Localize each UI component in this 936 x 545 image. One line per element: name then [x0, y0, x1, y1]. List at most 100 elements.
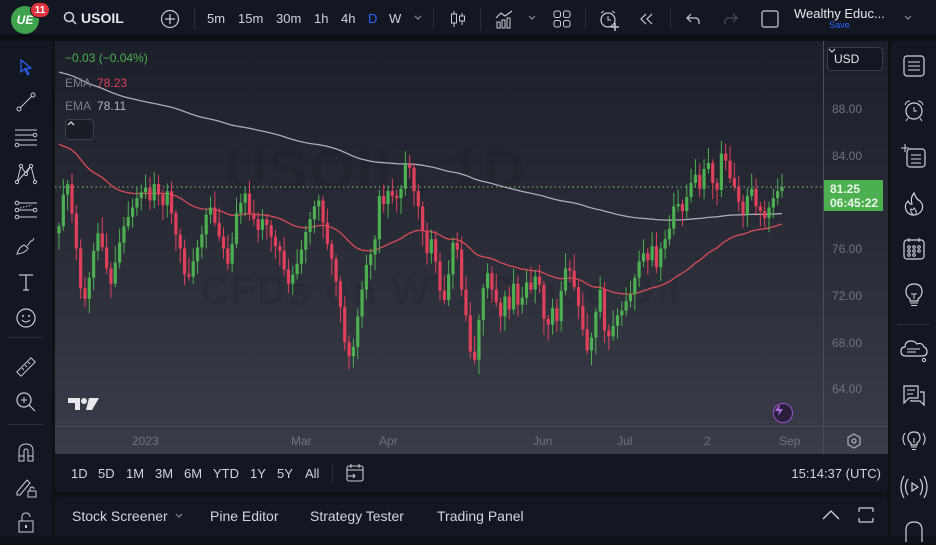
- ema-legend-slow[interactable]: EMA 78.11: [65, 99, 126, 113]
- timeframe-dropdown[interactable]: [413, 14, 423, 22]
- unlock-icon: [18, 512, 34, 533]
- current-price: 81.25: [830, 182, 861, 196]
- divider: [585, 8, 586, 30]
- data-window-button[interactable]: [899, 141, 929, 171]
- xabcd-pattern-icon: [14, 163, 38, 185]
- price-label: 76.00: [832, 242, 863, 256]
- horizontal-lines-tool[interactable]: [12, 124, 40, 152]
- time-axis[interactable]: 2023 Mar Apr Jun Jul 2 Sep: [55, 426, 888, 454]
- lightning-alert-button[interactable]: [773, 403, 793, 423]
- indicators-button[interactable]: [494, 8, 516, 30]
- range-1d[interactable]: 1D: [71, 466, 88, 481]
- magnet-tool[interactable]: [12, 438, 40, 466]
- replay-button[interactable]: [638, 10, 656, 28]
- icons-tool[interactable]: [12, 304, 40, 332]
- redo-button[interactable]: [722, 10, 740, 28]
- redo-icon: [724, 13, 738, 24]
- zoom-in-tool[interactable]: [12, 388, 40, 416]
- lock-drawings-tool[interactable]: [12, 473, 40, 501]
- smiley-icon: [16, 308, 36, 328]
- range-3m[interactable]: 3M: [155, 466, 174, 481]
- tips-button[interactable]: [899, 427, 929, 457]
- watermark-symbol: USOIL, 1D: [225, 138, 527, 203]
- hotlists-button[interactable]: [899, 189, 929, 219]
- date-range-bar: 1D 5D 1M 3M 6M YTD 1Y 5Y All 15:14:37 (U…: [55, 454, 888, 492]
- brush-tool[interactable]: [12, 232, 40, 260]
- axis-corner-divider: [823, 427, 824, 454]
- timeframe-w[interactable]: W: [389, 11, 402, 26]
- range-5d[interactable]: 5D: [98, 466, 115, 481]
- timeframe-d[interactable]: D: [368, 11, 378, 26]
- indicators-dropdown[interactable]: [527, 14, 537, 22]
- magnet-icon: [18, 443, 34, 462]
- tab-stock-screener[interactable]: Stock Screener: [72, 508, 184, 524]
- range-1y[interactable]: 1Y: [250, 466, 266, 481]
- utc-clock[interactable]: 15:14:37 (UTC): [791, 466, 881, 481]
- horizontal-lines-icon: [14, 129, 38, 148]
- workspace-name[interactable]: Wealthy Educ... Save: [794, 6, 885, 30]
- chevron-down-icon: [414, 15, 422, 20]
- timeframe-30m[interactable]: 30m: [276, 11, 302, 26]
- bottom-panel-tabs: Stock Screener Pine Editor Strategy Test…: [55, 497, 888, 536]
- timeframe-5m[interactable]: 5m: [207, 11, 226, 26]
- text-tool[interactable]: [12, 268, 40, 296]
- ideas-button[interactable]: [899, 280, 929, 310]
- collapse-legend-button[interactable]: [65, 119, 94, 140]
- range-all[interactable]: All: [305, 466, 320, 481]
- maximize-panel-button[interactable]: [857, 506, 875, 529]
- tab-trading-panel[interactable]: Trading Panel: [437, 508, 524, 524]
- currency-selector[interactable]: USD: [827, 47, 883, 71]
- symbol-search[interactable]: USOIL: [63, 10, 124, 26]
- ema-label: EMA: [65, 99, 92, 113]
- watchlist-button[interactable]: [899, 51, 929, 81]
- measure-tool[interactable]: [12, 353, 40, 381]
- search-icon: [63, 11, 77, 25]
- ema-label: EMA: [65, 76, 92, 90]
- trend-line-tool[interactable]: [12, 88, 40, 116]
- timeframe-1h[interactable]: 1h: [314, 11, 329, 26]
- range-1m[interactable]: 1M: [126, 466, 145, 481]
- messages-button[interactable]: [899, 381, 929, 411]
- price-axis[interactable]: 88.00 84.00 76.00 72.00 68.00 64.00: [823, 41, 888, 426]
- candles-icon: [451, 11, 465, 27]
- compare-add-symbol-button[interactable]: [160, 9, 180, 29]
- time-label: 2: [704, 434, 711, 448]
- pencil-lock-icon: [16, 479, 37, 498]
- timeframe-15m[interactable]: 15m: [238, 11, 264, 26]
- lightning-icon: [775, 404, 783, 416]
- ruler-icon: [16, 357, 36, 377]
- chats-button[interactable]: [899, 336, 929, 366]
- tab-strategy-tester[interactable]: Strategy Tester: [310, 508, 404, 524]
- ema-legend-fast[interactable]: EMA 78.23: [65, 76, 127, 90]
- current-price-tag: 81.25 06:45:22: [824, 180, 883, 211]
- calendar-button[interactable]: [899, 234, 929, 264]
- layout-button[interactable]: [552, 9, 572, 29]
- cursor-tool[interactable]: [12, 53, 40, 81]
- pattern-tool[interactable]: [12, 160, 40, 188]
- chart-pane[interactable]: USOIL, 1D CFDs on WTI Crude Oil −0.03 (−…: [55, 41, 888, 454]
- candlestick-chart[interactable]: [55, 41, 823, 426]
- forecasting-tool[interactable]: [12, 196, 40, 224]
- alerts-button[interactable]: [899, 95, 929, 125]
- fullscreen-layout-button[interactable]: [760, 9, 780, 29]
- range-5y[interactable]: 5Y: [277, 466, 293, 481]
- tab-label: Pine Editor: [210, 508, 279, 524]
- undo-button[interactable]: [684, 10, 702, 28]
- tab-pine-editor[interactable]: Pine Editor: [210, 508, 278, 524]
- tab-label: Strategy Tester: [310, 508, 404, 524]
- go-to-date-button[interactable]: [345, 463, 365, 488]
- price-label: 84.00: [832, 149, 863, 163]
- notifications-button[interactable]: [899, 515, 929, 545]
- timeframe-4h[interactable]: 4h: [341, 11, 356, 26]
- create-alert-button[interactable]: [597, 8, 621, 32]
- divider: [670, 8, 671, 30]
- save-link[interactable]: Save: [829, 20, 850, 30]
- lock-all-tool[interactable]: [12, 508, 40, 536]
- expand-panel-button[interactable]: [821, 508, 841, 527]
- ema-slow-line: [58, 71, 783, 221]
- chart-type-button[interactable]: [448, 9, 468, 29]
- range-ytd[interactable]: YTD: [213, 466, 239, 481]
- streams-button[interactable]: [899, 472, 929, 502]
- range-6m[interactable]: 6M: [184, 466, 203, 481]
- workspace-dropdown[interactable]: [903, 14, 913, 22]
